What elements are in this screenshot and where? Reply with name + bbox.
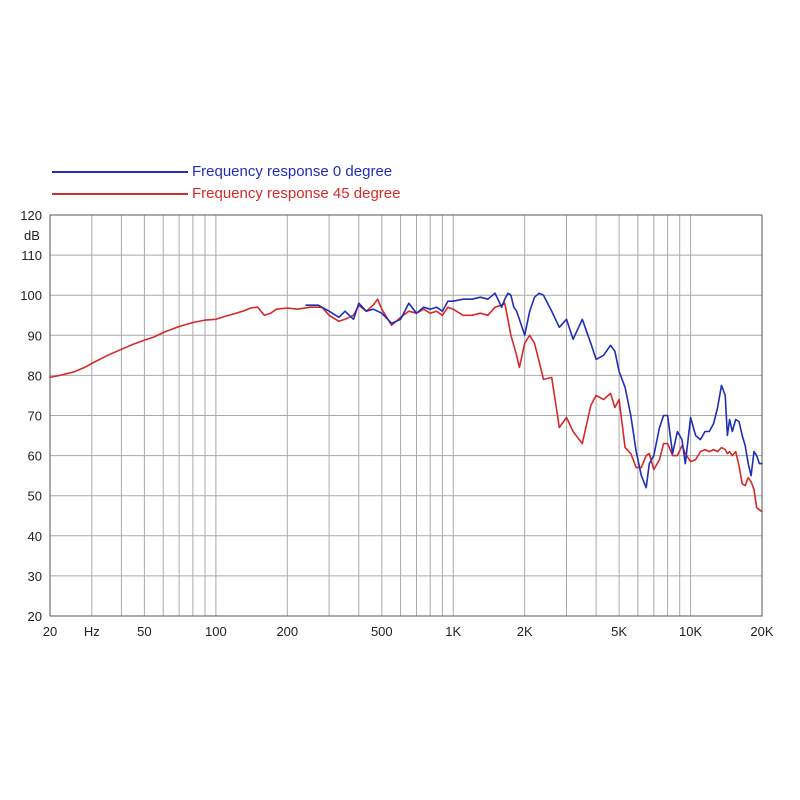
y-tick-label: 30 [28,569,42,584]
y-axis-label: dB [24,228,40,243]
x-tick-label: 2K [517,624,533,639]
x-tick-label: 100 [205,624,227,639]
x-tick-label: 50 [137,624,151,639]
x-tick-label: 20 [43,624,57,639]
legend: Frequency response 0 degree Frequency re… [52,163,400,202]
y-tick-label: 70 [28,409,42,424]
series-group [49,292,763,513]
x-tick-label: 500 [371,624,393,639]
y-tick-labels: 20 30 40 50 60 70 80 90 100 110 120 [20,208,42,624]
legend-label-45-degree: Frequency response 45 degree [192,185,400,202]
plot-frame [49,214,763,617]
x-tick-label: 20K [750,624,773,639]
y-tick-label: 50 [28,489,42,504]
series-line-45-degree [49,298,763,513]
y-tick-label: 60 [28,449,42,464]
y-tick-label: 120 [20,208,42,223]
x-tick-label: 10K [679,624,702,639]
x-tick-label: 200 [276,624,298,639]
y-tick-label: 40 [28,529,42,544]
grid [49,214,763,617]
series-line-0-degree [305,292,763,489]
y-tick-label: 110 [21,248,42,263]
x-tick-label: 1K [445,624,461,639]
y-tick-label: 100 [20,288,42,303]
x-tick-label: 5K [611,624,627,639]
y-tick-label: 20 [28,609,42,624]
legend-label-0-degree: Frequency response 0 degree [192,163,392,180]
y-tick-label: 80 [28,368,42,383]
x-tick-label: Hz [84,624,100,639]
x-tick-labels: 20 Hz 50 100 200 500 1K 2K 5K 10K 20K [43,624,774,639]
y-tick-label: 90 [28,328,42,343]
